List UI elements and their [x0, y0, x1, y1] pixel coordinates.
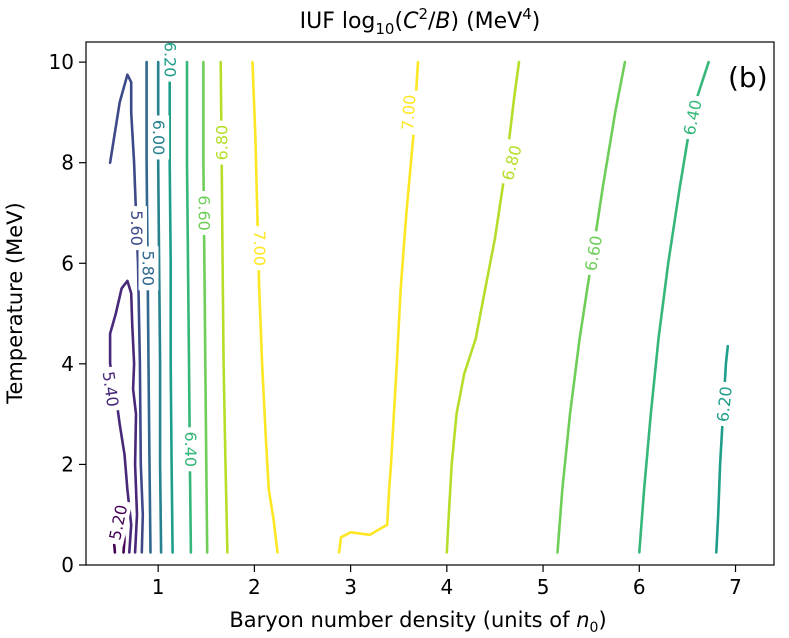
contour-label-text-9: 7.00 [250, 230, 269, 266]
contour-label-gap-0 [103, 498, 133, 546]
contour-line-6-60-0 [202, 60, 209, 554]
contour-line-6-60-1 [556, 60, 627, 554]
contour-labels: 5.20 5.40 5.60 5.80 6.00 6.20 6.60 6.40 6.80 7.00… [98, 37, 737, 546]
contour-label-text-5: 6.20 [161, 42, 180, 78]
title-units-prefix: ) (MeV [451, 9, 523, 34]
contour-line-7-00-0 [251, 60, 279, 554]
contour-label-text-4: 6.00 [149, 120, 168, 156]
contour-line-5-60-0 [108, 73, 145, 554]
contour-label-8: 6.80 [211, 120, 232, 165]
x-axis-label-end: ) [598, 608, 606, 632]
chart-title: IUF log10(C2/B) (MeV4) [300, 5, 541, 38]
x-tick-label-5: 6 [633, 575, 646, 599]
contour-label-text-11: 6.80 [498, 143, 526, 182]
y-tick-label-2: 4 [61, 352, 74, 376]
contour-label-3: 5.80 [138, 246, 159, 291]
contour-label-0: 5.20 [103, 498, 133, 546]
contour-label-gap-2 [127, 206, 147, 251]
y-axis-label: Temperature (MeV) [3, 202, 27, 405]
contour-label-text-3: 5.80 [139, 250, 158, 286]
contour-label-text-2: 5.60 [127, 210, 146, 246]
contour-label-gap-3 [138, 246, 159, 291]
contour-label-9: 7.00 [250, 226, 271, 271]
x-tick-label-1: 2 [248, 575, 261, 599]
contour-label-text-6: 6.60 [194, 195, 213, 231]
contour-label-10: 7.00 [396, 89, 420, 136]
contour-line-6-20-1 [715, 344, 730, 554]
plot-area: 5.20 5.40 5.60 5.80 6.00 6.20 6.60 6.40 6.80 7.00… [49, 37, 775, 599]
title-var-c: C [403, 9, 419, 34]
title-superscript-2: 2 [418, 5, 428, 23]
x-axis-label-text: Baryon number density (units of [229, 608, 576, 632]
title-superscript-4: 4 [522, 5, 532, 23]
x-tick-label-0: 1 [152, 575, 165, 599]
contour-label-7: 6.40 [180, 427, 201, 472]
x-tick-label-2: 3 [344, 575, 357, 599]
contour-label-gap-6 [194, 191, 215, 235]
contour-line-7-00-1 [337, 60, 420, 554]
y-tick-label-0: 0 [61, 553, 74, 577]
contour-label-1: 5.40 [98, 365, 124, 413]
title-var-b: B [435, 9, 450, 34]
contour-label-13: 6.40 [677, 93, 707, 141]
title-subscript: 10 [375, 20, 394, 38]
y-tick-label-3: 6 [61, 251, 74, 275]
contour-label-6: 6.60 [194, 191, 215, 235]
contour-label-gap-12 [579, 229, 607, 277]
x-axis-ticks: 1 2 3 4 5 6 7 [152, 565, 742, 599]
contour-label-gap-1 [98, 365, 124, 413]
y-tick-label-5: 10 [49, 50, 74, 74]
contour-label-gap-8 [211, 120, 232, 165]
contour-label-gap-5 [160, 37, 181, 82]
contour-label-gap-4 [149, 115, 170, 160]
contour-label-5: 6.20 [160, 37, 181, 82]
contour-line-5-80-0 [145, 60, 152, 554]
contour-label-text-1: 5.40 [99, 370, 123, 408]
title-units-suffix: ) [532, 9, 541, 34]
contour-label-2: 5.60 [127, 206, 147, 251]
panel-label: (b) [728, 61, 768, 94]
contour-line-5-40-0 [108, 279, 139, 554]
contour-label-12: 6.60 [579, 229, 607, 277]
contour-label-text-8: 6.80 [213, 125, 232, 161]
contour-label-gap-7 [180, 427, 201, 472]
contour-label-text-10: 7.00 [398, 94, 419, 131]
x-axis-label: Baryon number density (units of n0) [229, 608, 606, 636]
contour-label-gap-9 [250, 226, 271, 271]
plot-frame [85, 41, 775, 566]
contour-lines [108, 60, 730, 554]
x-tick-label-3: 4 [440, 575, 453, 599]
contour-label-gap-11 [495, 138, 527, 187]
contour-label-gap-13 [677, 93, 707, 141]
contour-label-text-0: 5.20 [105, 503, 131, 542]
contour-label-gap-10 [396, 89, 420, 136]
contour-label-text-12: 6.60 [581, 234, 606, 272]
x-axis-label-var: n [576, 608, 589, 632]
contour-line-6-40-0 [185, 60, 193, 554]
contour-label-gap-14 [711, 381, 737, 428]
contour-label-text-14: 6.20 [713, 385, 736, 422]
y-axis-ticks: 0 2 4 6 8 10 [49, 50, 86, 577]
contour-label-4: 6.00 [149, 115, 170, 160]
title-main: IUF log [300, 9, 376, 34]
x-axis-label-sub: 0 [590, 620, 599, 636]
y-tick-label-4: 8 [61, 151, 74, 175]
contour-label-14: 6.20 [711, 381, 737, 428]
contour-line-6-20-0 [168, 60, 174, 554]
contour-label-11: 6.80 [495, 138, 527, 187]
title-slash: / [428, 9, 436, 34]
contour-label-text-13: 6.40 [680, 98, 706, 137]
title-open-paren: ( [394, 9, 403, 34]
contour-label-text-7: 6.40 [181, 431, 200, 467]
x-tick-label-6: 7 [729, 575, 742, 599]
contour-line-6-80-1 [445, 60, 521, 554]
x-tick-label-4: 5 [537, 575, 550, 599]
y-tick-label-1: 2 [61, 452, 74, 476]
